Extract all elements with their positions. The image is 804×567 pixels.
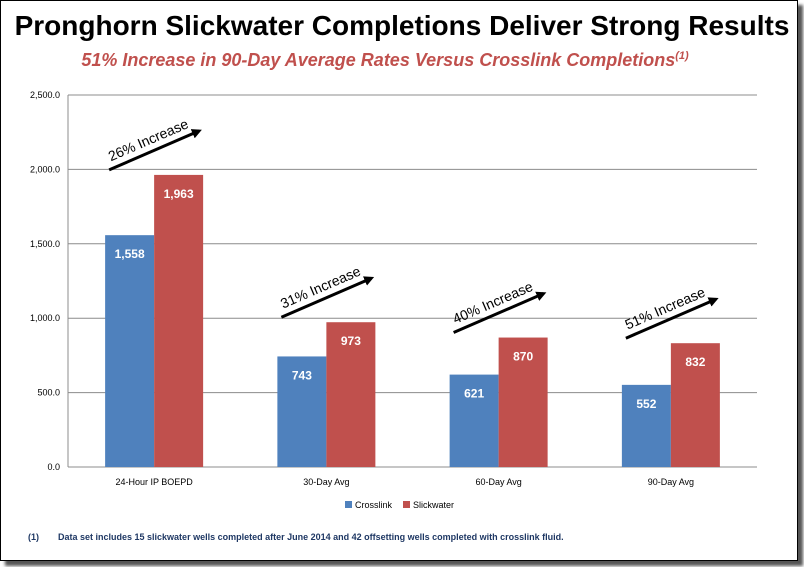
x-tick-label: 60-Day Avg [475,477,521,487]
bar-crosslink [105,235,155,467]
data-label: 552 [636,397,656,411]
footnote-marker: (1) [28,532,39,542]
data-label: 832 [685,355,705,369]
subtitle-footnote-ref: (1) [675,50,689,62]
bar-crosslink [277,356,327,467]
increase-arrow [453,291,547,334]
bar-crosslink [449,374,499,467]
y-tick-label: 500.0 [37,388,60,398]
bar-slickwater [498,337,548,467]
bar-slickwater [154,174,204,468]
x-tick-label: 30-Day Avg [303,477,349,487]
data-label: 1,558 [115,247,145,261]
footnote-text: Data set includes 15 slickwater wells co… [58,532,564,542]
footnote: (1) Data set includes 15 slickwater wells… [28,532,564,542]
data-label: 743 [292,368,312,382]
data-label: 621 [464,387,484,401]
y-tick-label: 1,000.0 [30,313,60,323]
y-tick-label: 2,500.0 [30,90,60,100]
legend-label: Slickwater [413,500,454,510]
increase-arrow [108,129,202,172]
slide-title: Pronghorn Slickwater Completions Deliver… [14,10,790,41]
x-tick-label: 90-Day Avg [648,477,694,487]
y-tick-label: 2,000.0 [30,164,60,174]
legend-label: Crosslink [355,500,393,510]
y-tick-label: 1,500.0 [30,239,60,249]
legend-swatch-crosslink [345,501,352,508]
bar-crosslink [621,384,671,467]
data-label: 1,963 [164,187,194,201]
bar-slickwater [326,322,376,467]
increase-arrow [625,297,719,340]
data-label: 870 [513,350,533,364]
data-label: 973 [341,334,361,348]
y-tick-label: 0.0 [47,462,60,472]
increase-arrow [280,276,375,319]
legend-swatch-slickwater [403,501,410,508]
subtitle-text: 51% Increase in 90-Day Average Rates Ver… [81,50,676,70]
x-tick-label: 24-Hour IP BOEPD [115,477,193,487]
bar-slickwater [670,343,720,467]
slide-subtitle: 51% Increase in 90-Day Average Rates Ver… [0,50,770,71]
